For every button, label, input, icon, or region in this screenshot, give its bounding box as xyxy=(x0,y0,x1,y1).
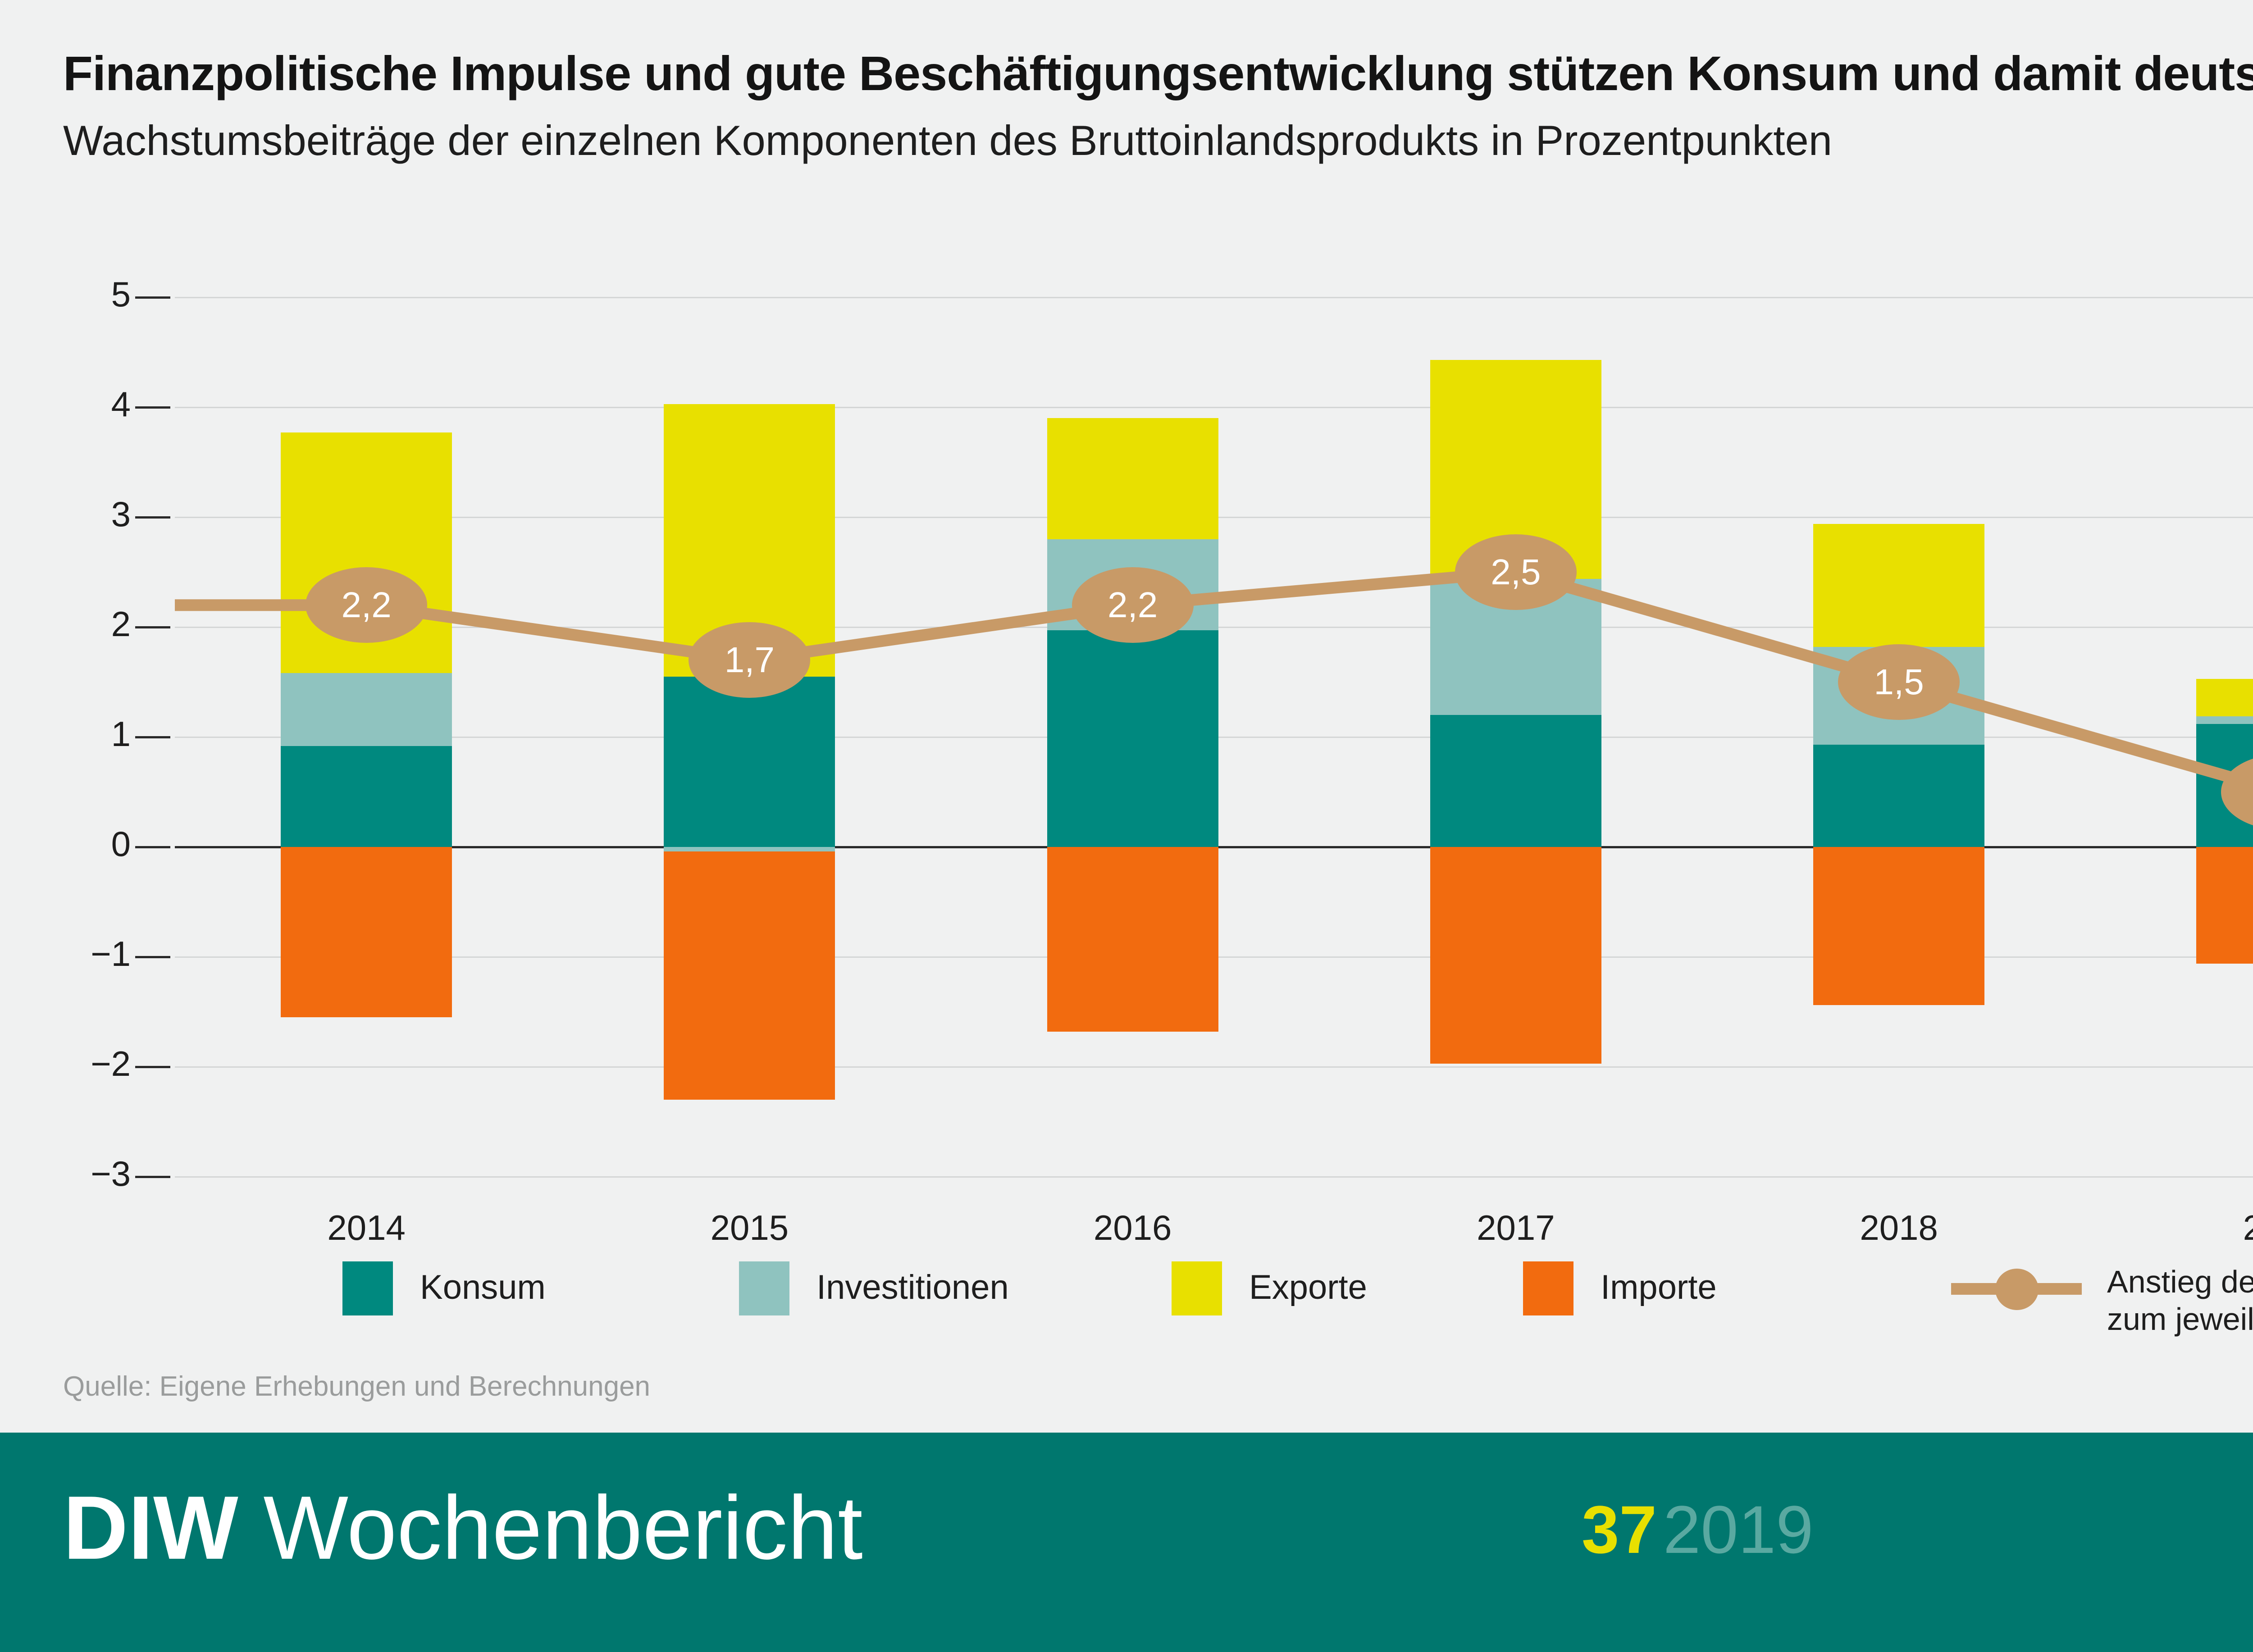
y-axis-tick-label: 0 xyxy=(111,824,131,864)
legend-item[interactable]: Konsum xyxy=(342,1261,546,1315)
growth-value-marker: 1,7 xyxy=(689,622,811,698)
growth-line-path xyxy=(365,566,2253,790)
legend-item[interactable]: Importe xyxy=(1523,1261,1717,1315)
y-axis-tick-label: −1 xyxy=(91,934,131,974)
y-axis-tick-mark xyxy=(135,1176,170,1178)
issue-year: 2019 xyxy=(1663,1492,1814,1567)
bar-segment xyxy=(1813,847,1985,1006)
x-axis-tick-label: 2014 xyxy=(327,1208,406,1247)
bar-segment xyxy=(2196,847,2253,964)
legend-color-swatch xyxy=(1523,1261,1573,1315)
gridline xyxy=(175,1066,2253,1068)
bar-segment xyxy=(664,851,835,1100)
brand-wochenbericht: Wochenbericht xyxy=(263,1478,863,1578)
y-axis-tick-mark xyxy=(135,846,170,848)
gdp-growth-line xyxy=(175,566,2253,790)
y-axis-tick-label: −3 xyxy=(91,1154,131,1193)
x-axis-tick-label: 2017 xyxy=(1477,1208,1555,1247)
bar-segment xyxy=(281,746,452,847)
legend-label: Importe xyxy=(1601,1268,1717,1306)
legend-color-swatch xyxy=(739,1261,789,1315)
growth-value-marker: 1,5 xyxy=(1838,644,1960,720)
gridline xyxy=(175,297,2253,298)
chart-plot-area: Prognose 2,21,72,22,51,50,51,41,4 xyxy=(175,297,2253,1178)
bar-segment xyxy=(1047,847,1218,1032)
legend-color-swatch xyxy=(342,1261,393,1315)
bar-segment xyxy=(1430,715,1601,847)
bar-segment xyxy=(1813,745,1985,847)
bar-segment xyxy=(664,676,835,847)
y-axis-tick-mark xyxy=(135,956,170,958)
bar-segment xyxy=(1813,523,1985,647)
legend-label: Investitionen xyxy=(816,1268,1009,1306)
issue-identifier: 372019 xyxy=(1582,1496,1814,1563)
gridline xyxy=(175,1176,2253,1178)
footer-bar: DIW Wochenbericht 372019 DIW BERLIN xyxy=(0,1433,2253,1652)
brand-diw: DIW xyxy=(63,1478,238,1578)
growth-value-marker: 2,2 xyxy=(306,567,428,643)
gridline xyxy=(175,407,2253,408)
legend-label: Konsum xyxy=(420,1268,546,1306)
issue-number: 37 xyxy=(1582,1492,1657,1567)
bar-group xyxy=(1430,297,1601,1177)
y-axis-tick-mark xyxy=(135,296,170,299)
source-note: Quelle: Eigene Erhebungen und Berechnung… xyxy=(63,1371,651,1402)
legend-label-line1: Anstieg des Bruttoinlandsprodukts im Ver… xyxy=(2107,1264,2253,1299)
y-axis-tick-mark xyxy=(135,626,170,628)
page-title: Finanzpolitische Impulse und gute Beschä… xyxy=(63,46,2253,100)
x-axis-tick-label: 2018 xyxy=(1860,1208,1938,1247)
y-axis-tick-label: 5 xyxy=(111,274,131,314)
bar-segment xyxy=(664,847,835,851)
y-axis-tick-label: 2 xyxy=(111,604,131,644)
bar-segment xyxy=(1047,630,1218,847)
bar-segment xyxy=(1047,418,1218,539)
y-axis-tick-label: 1 xyxy=(111,714,131,754)
y-axis-tick-mark xyxy=(135,406,170,409)
line-marker-icon xyxy=(1951,1261,2082,1315)
x-axis-tick-label: 2016 xyxy=(1093,1208,1172,1247)
x-axis-tick-label: 2019 xyxy=(2243,1208,2253,1247)
y-axis-tick-label: 3 xyxy=(111,494,131,534)
y-axis-tick-mark xyxy=(135,516,170,519)
legend-color-swatch xyxy=(1172,1261,1222,1315)
legend-item[interactable]: Investitionen xyxy=(739,1261,1009,1315)
y-axis-tick-label: −2 xyxy=(91,1044,131,1083)
x-axis-tick-label: 2015 xyxy=(710,1208,789,1247)
bar-segment xyxy=(281,673,452,746)
publication-brand: DIW Wochenbericht xyxy=(63,1483,863,1573)
legend-label: Exporte xyxy=(1249,1268,1367,1306)
y-axis-tick-mark xyxy=(135,736,170,738)
bar-segment xyxy=(281,847,452,1018)
bar-group xyxy=(664,297,835,1177)
legend-label-line2: zum jeweiligen Vorjahr in Prozent xyxy=(2107,1301,2253,1337)
growth-value-marker: 2,2 xyxy=(1072,567,1194,643)
y-axis-tick-label: 4 xyxy=(111,384,131,424)
page-subtitle: Wachstumsbeiträge der einzelnen Komponen… xyxy=(63,117,1833,164)
legend-label-growth-line: Anstieg des Bruttoinlandsprodukts im Ver… xyxy=(2107,1261,2253,1338)
legend-item-growth-line[interactable]: Anstieg des Bruttoinlandsprodukts im Ver… xyxy=(1951,1261,2253,1338)
bar-segment xyxy=(1430,847,1601,1064)
bar-segment xyxy=(2196,716,2253,724)
growth-value-marker: 2,5 xyxy=(1455,534,1577,610)
y-axis-tick-mark xyxy=(135,1066,170,1068)
bar-segment xyxy=(2196,678,2253,716)
legend-item[interactable]: Exporte xyxy=(1172,1261,1367,1315)
